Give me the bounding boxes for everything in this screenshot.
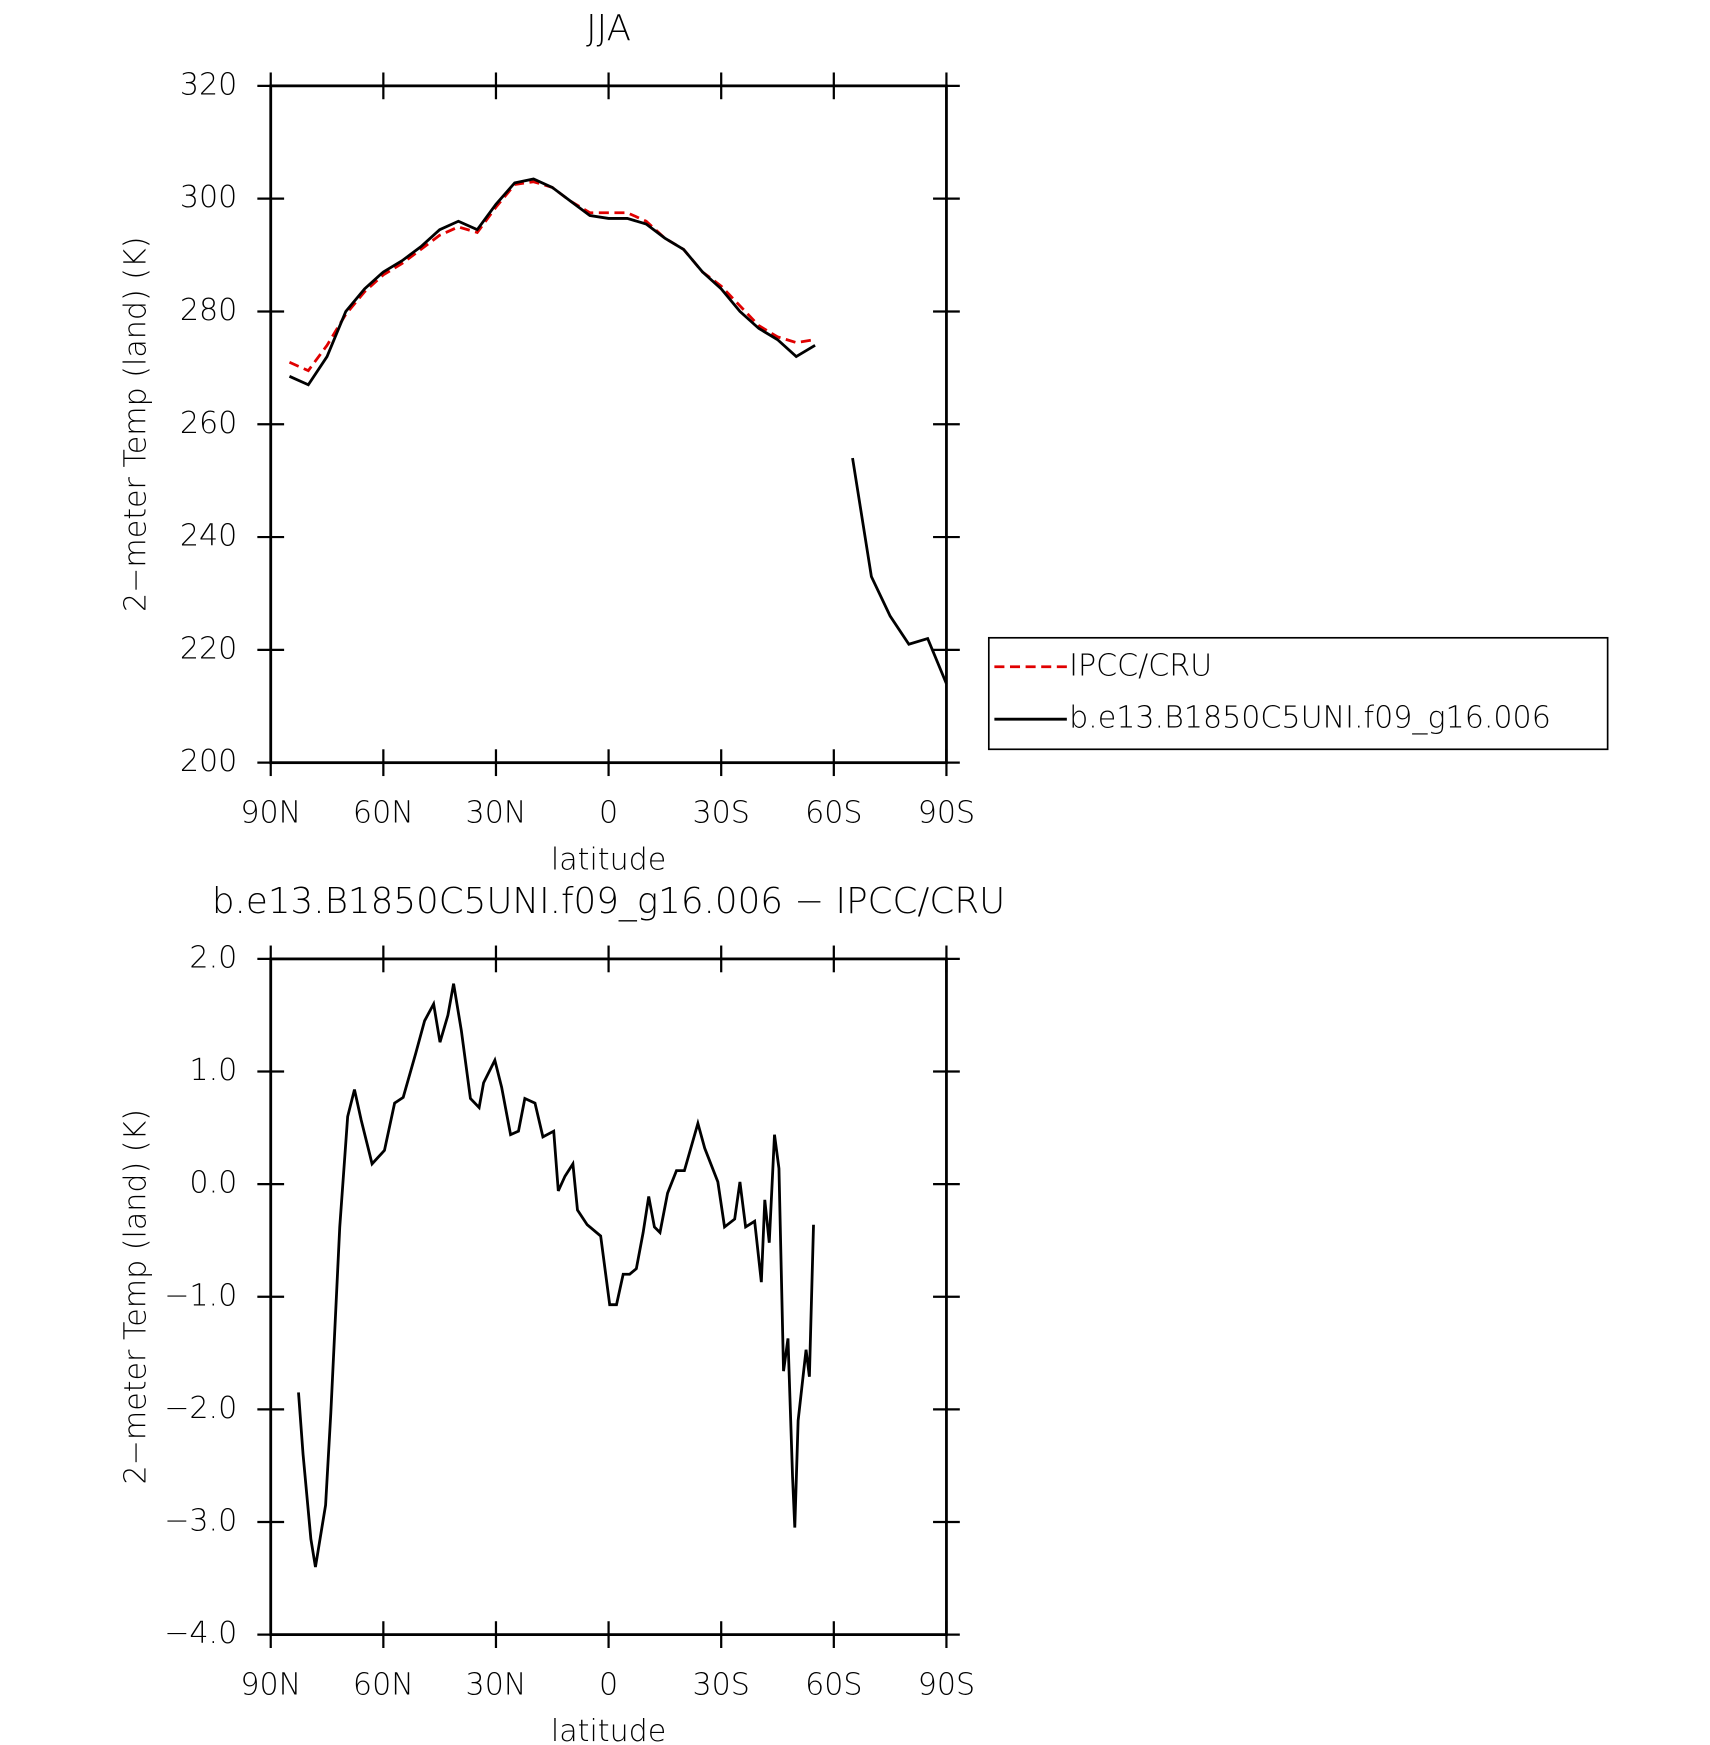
data-line xyxy=(297,983,815,1568)
data-line xyxy=(288,180,816,373)
x-tick-label: 60S xyxy=(805,1667,862,1702)
y-tick-label: 280 xyxy=(180,293,237,328)
x-tick-label: 60S xyxy=(805,795,862,830)
data-line xyxy=(288,177,948,685)
plot-frame xyxy=(269,84,948,765)
x-tick-label: 30N xyxy=(466,795,527,830)
legend-box xyxy=(987,636,1609,751)
legend-label: b.e13.B1850C5UNI.f09_g16.006 xyxy=(1069,701,1551,736)
x-tick-label: 0 xyxy=(599,795,618,830)
y-tick-label: 320 xyxy=(180,67,237,102)
y-tick-label: −3.0 xyxy=(164,1503,237,1538)
y-tick-label: 300 xyxy=(180,180,237,215)
x-tick-label: 30S xyxy=(692,1667,749,1702)
x-tick-label: 60N xyxy=(353,795,414,830)
chart-title: b.e13.B1850C5UNI.f09_g16.006 − IPCC/CRU xyxy=(212,881,1005,922)
x-axis-label: latitude xyxy=(551,1714,666,1745)
x-tick-label: 30N xyxy=(466,1667,527,1702)
y-axis-label: 2−meter Temp (land) (K) xyxy=(118,1109,153,1484)
y-tick-label: −4.0 xyxy=(164,1616,237,1651)
y-tick-label: 2.0 xyxy=(189,940,237,975)
x-tick-label: 90N xyxy=(240,795,301,830)
y-tick-label: 0.0 xyxy=(189,1166,237,1201)
x-tick-label: 90N xyxy=(240,1667,301,1702)
y-tick-label: 240 xyxy=(180,519,237,554)
y-tick-label: 1.0 xyxy=(189,1053,237,1088)
y-tick-label: 260 xyxy=(180,406,237,441)
x-tick-label: 90S xyxy=(918,1667,975,1702)
legend-label: IPCC/CRU xyxy=(1069,648,1212,683)
x-tick-label: 90S xyxy=(918,795,975,830)
x-tick-label: 60N xyxy=(353,1667,414,1702)
x-axis-label: latitude xyxy=(551,842,666,877)
y-tick-label: −2.0 xyxy=(164,1391,237,1426)
chart-title: JJA xyxy=(586,8,631,49)
y-tick-label: 220 xyxy=(180,631,237,666)
y-tick-label: −1.0 xyxy=(164,1278,237,1313)
y-tick-label: 200 xyxy=(180,744,237,779)
x-tick-label: 30S xyxy=(692,795,749,830)
y-axis-label: 2−meter Temp (land) (K) xyxy=(118,237,153,612)
x-tick-label: 0 xyxy=(599,1667,618,1702)
